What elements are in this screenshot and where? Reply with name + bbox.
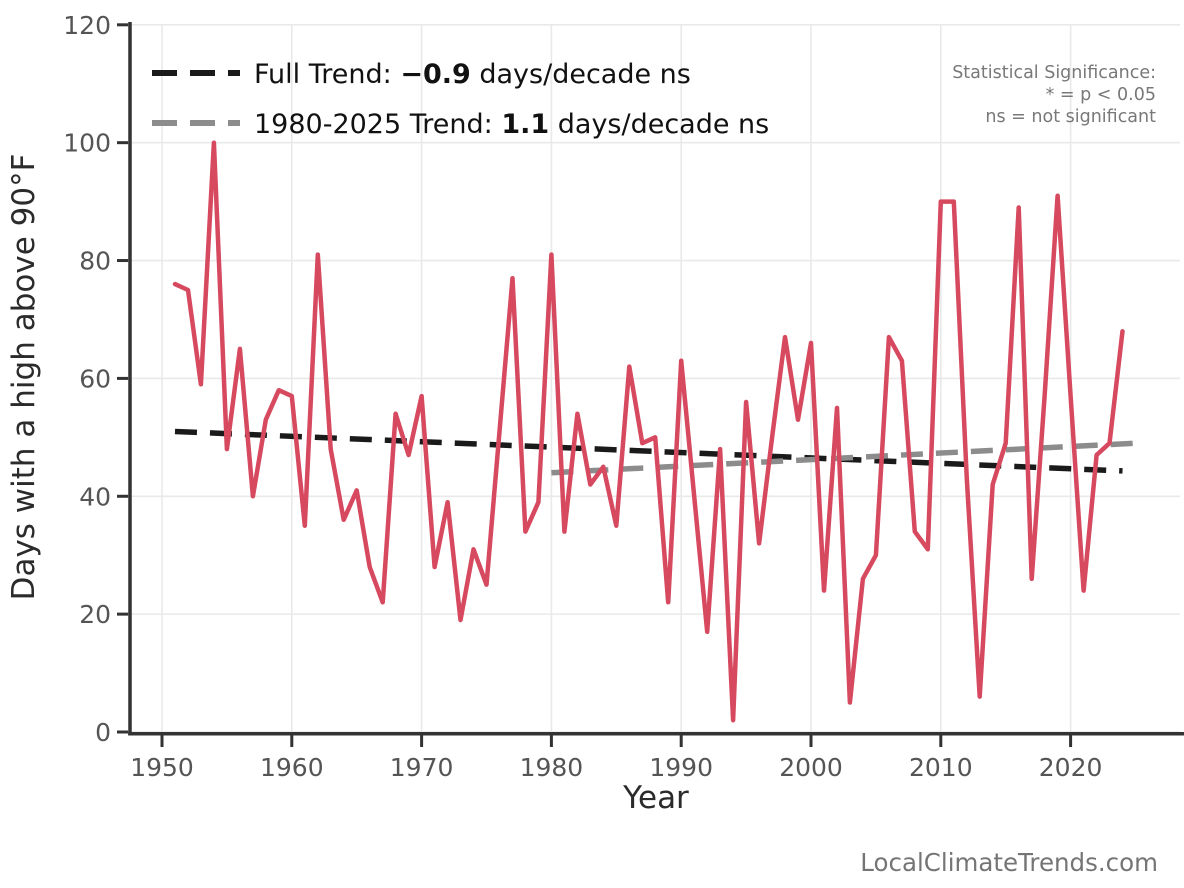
x-tick-label-1980: 1980 (520, 753, 584, 782)
y-tick-label-80: 80 (79, 247, 111, 276)
axis-tick-labels: 1950 1960 1970 1980 1990 2000 2010 2020 0 20 40 60 8… (63, 11, 1102, 782)
watermark: LocalClimateTrends.com (860, 848, 1158, 877)
y-tick-label-100: 100 (63, 129, 111, 158)
x-axis-title: Year (622, 780, 689, 816)
axis-ticks (117, 23, 1073, 747)
recent-trend-label: 1980-2025 Trend: 1.1 days/decade ns (254, 109, 769, 140)
significance-note-ns: ns = not significant (985, 107, 1156, 127)
1980-2025-trend-line (551, 440, 1136, 476)
x-tick-label-1950: 1950 (130, 753, 194, 782)
y-tick-label-0: 0 (95, 718, 111, 747)
x-tick-label-2020: 2020 (1039, 753, 1103, 782)
legend-entry-full-trend: Full Trend: −0.9 days/decade ns (152, 59, 691, 90)
x-tick-label-2010: 2010 (909, 753, 973, 782)
y-tick-label-60: 60 (79, 364, 111, 393)
y-axis-title: Days with a high above 90°F (6, 154, 42, 601)
significance-note-star: * = p < 0.05 (1046, 85, 1156, 105)
x-tick-label-1970: 1970 (390, 753, 454, 782)
full-trend-label: Full Trend: −0.9 days/decade ns (254, 59, 691, 90)
x-tick-label-2000: 2000 (779, 753, 843, 782)
x-tick-label-1990: 1990 (649, 753, 713, 782)
y-tick-label-120: 120 (63, 11, 111, 40)
significance-note: Statistical Significance: * = p < 0.05 n… (952, 63, 1156, 127)
legend: Full Trend: −0.9 days/decade ns 1980-202… (152, 59, 769, 140)
y-tick-label-20: 20 (79, 600, 111, 629)
series-line (172, 140, 1125, 723)
y-tick-label-40: 40 (79, 482, 111, 511)
x-tick-label-1960: 1960 (260, 753, 324, 782)
significance-note-title: Statistical Significance: (952, 63, 1156, 83)
data-series (172, 140, 1125, 723)
legend-entry-1980-2025-trend: 1980-2025 Trend: 1.1 days/decade ns (152, 109, 769, 140)
